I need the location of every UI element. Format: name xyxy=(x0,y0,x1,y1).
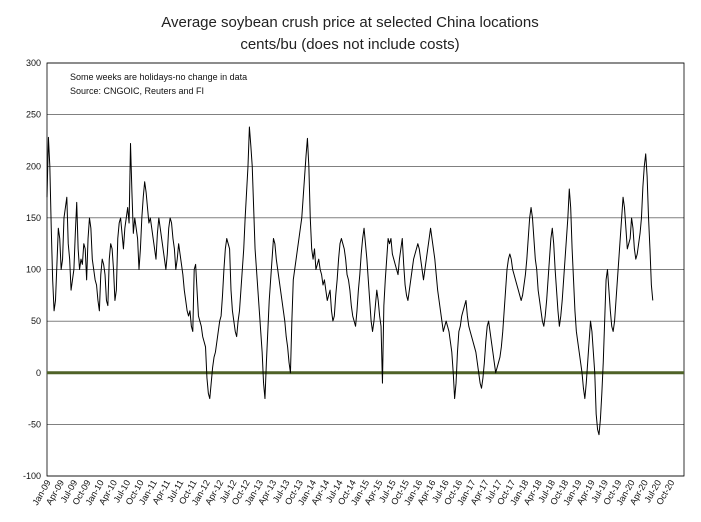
y-tick-label: 250 xyxy=(26,110,41,120)
note-holidays: Some weeks are holidays-no change in dat… xyxy=(70,72,247,82)
gridlines xyxy=(47,62,684,477)
y-tick-label: -50 xyxy=(28,419,41,429)
plot-area-border xyxy=(46,62,685,477)
y-tick-label: 150 xyxy=(26,213,41,223)
x-axis-tick-labels: Jan-09Apr-09Jul-09Oct-09Jan-10Apr-10Jul-… xyxy=(30,478,676,507)
chart-title: Average soybean crush price at selected … xyxy=(161,14,538,31)
note-source: Source: CNGOIC, Reuters and FI xyxy=(70,86,204,96)
y-tick-label: 0 xyxy=(36,368,41,378)
y-tick-label: 50 xyxy=(31,316,41,326)
y-tick-label: 200 xyxy=(26,161,41,171)
y-tick-label: 100 xyxy=(26,265,41,275)
y-tick-label: 300 xyxy=(26,58,41,68)
chart-subtitle: cents/bu (does not include costs) xyxy=(240,36,459,53)
y-tick-label: -100 xyxy=(23,471,41,481)
series-line xyxy=(46,126,654,436)
y-axis-tick-labels: -100 -50 0 50 100 150 200 250 300 xyxy=(23,58,41,481)
